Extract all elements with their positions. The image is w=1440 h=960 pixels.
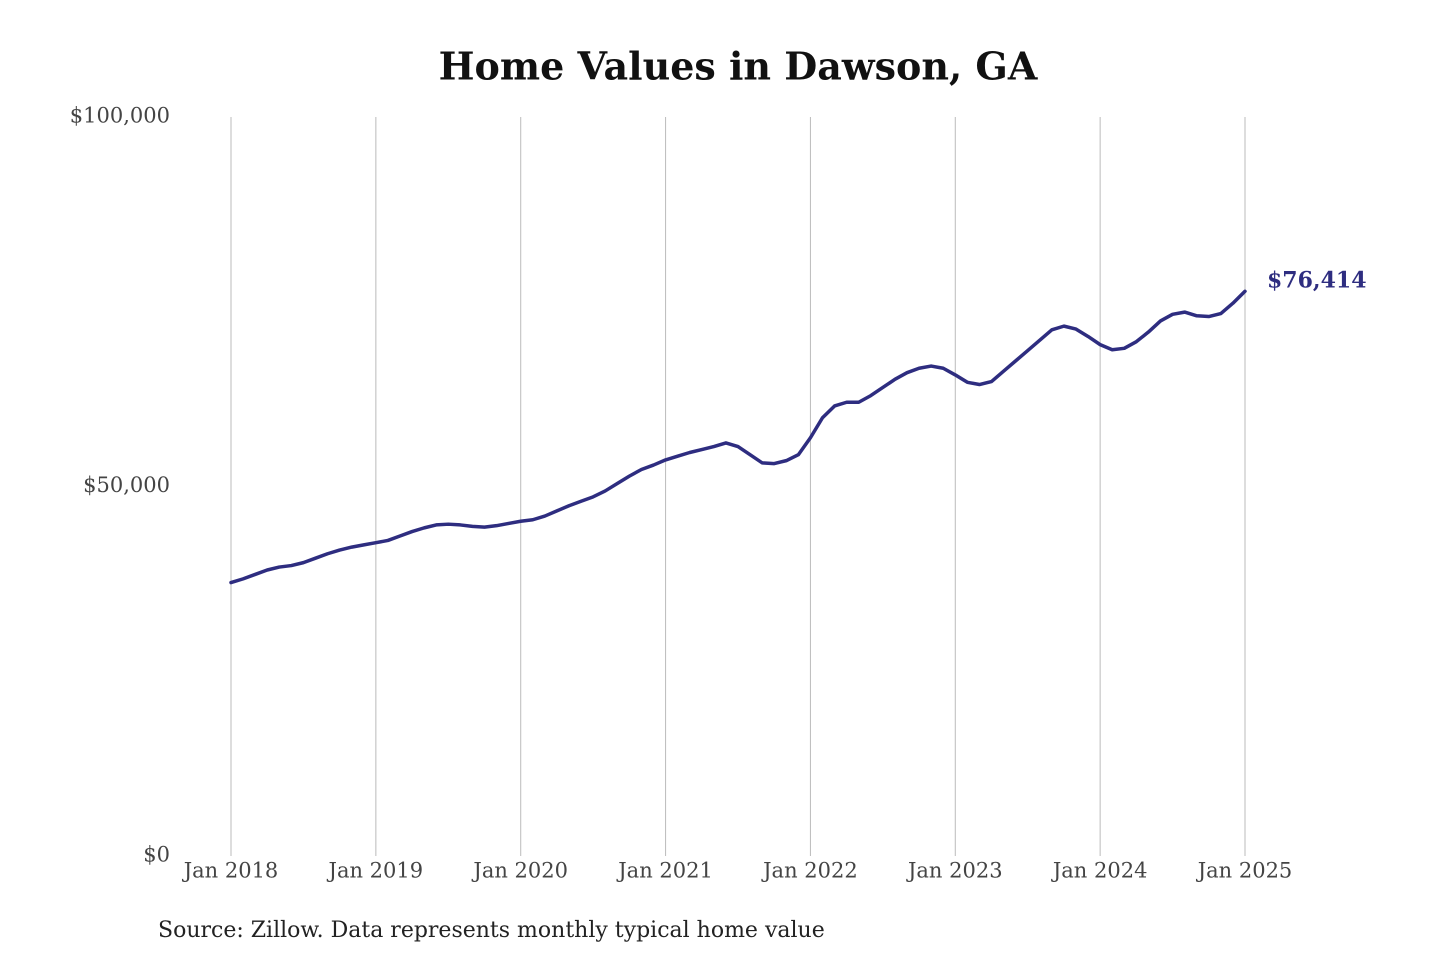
- x-tick-label: Jan 2019: [327, 859, 424, 883]
- x-tick-label: Jan 2024: [1051, 859, 1148, 883]
- data-line: [229, 289, 1247, 585]
- x-tick-label: Jan 2023: [906, 859, 1003, 883]
- x-tick-label: Jan 2025: [1196, 859, 1293, 883]
- y-tick-label: $50,000: [83, 473, 170, 497]
- y-tick-label: $100,000: [70, 104, 170, 128]
- x-tick-label: Jan 2020: [471, 859, 568, 883]
- x-tick-label: Jan 2022: [761, 859, 858, 883]
- x-tick-label: Jan 2021: [616, 859, 713, 883]
- x-tick-label: Jan 2018: [182, 859, 279, 883]
- y-tick-label: $0: [143, 843, 170, 867]
- value-label: $76,414: [1267, 267, 1367, 293]
- source-note: Source: Zillow. Data represents monthly …: [158, 918, 825, 943]
- chart-title: Home Values in Dawson, GA: [439, 44, 1038, 89]
